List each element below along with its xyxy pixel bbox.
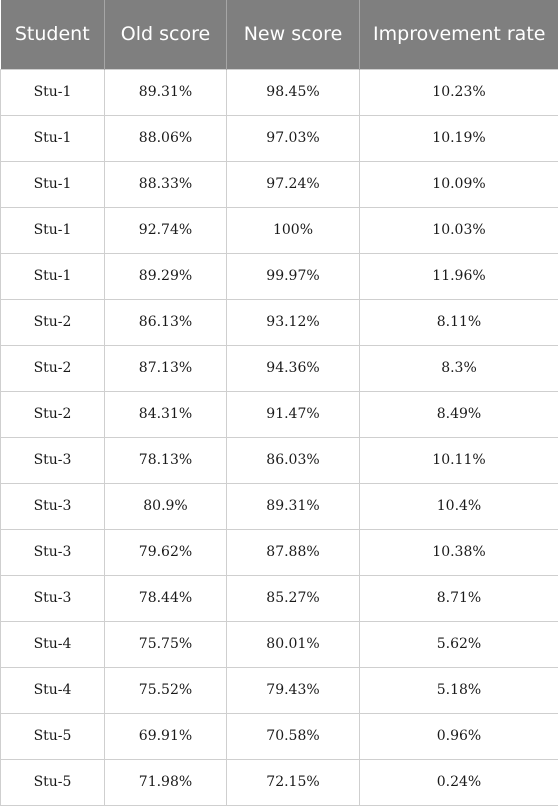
table-row: Stu-1 89.31% 98.45% 10.23% [0,68,558,116]
cell-student: Stu-5 [0,712,105,760]
cell-improvement-rate: 8.3% [359,344,558,392]
cell-old-score: 75.52% [104,666,227,714]
table-row: Stu-1 92.74% 100% 10.03% [0,206,558,254]
cell-old-score: 78.44% [104,574,227,622]
cell-improvement-rate: 10.09% [359,160,558,208]
cell-new-score: 87.88% [226,528,360,576]
cell-old-score: 71.98% [104,758,227,806]
cell-old-score: 88.33% [104,160,227,208]
table-row: Stu-2 84.31% 91.47% 8.49% [0,390,558,438]
table-row: Stu-2 86.13% 93.12% 8.11% [0,298,558,346]
cell-student: Stu-1 [0,160,105,208]
table-row: Stu-1 88.06% 97.03% 10.19% [0,114,558,162]
cell-old-score: 78.13% [104,436,227,484]
cell-improvement-rate: 10.03% [359,206,558,254]
cell-student: Stu-2 [0,390,105,438]
cell-new-score: 98.45% [226,68,360,116]
cell-old-score: 75.75% [104,620,227,668]
cell-improvement-rate: 8.71% [359,574,558,622]
cell-student: Stu-4 [0,666,105,714]
table-row: Stu-4 75.75% 80.01% 5.62% [0,620,558,668]
cell-improvement-rate: 8.11% [359,298,558,346]
table-row: Stu-4 75.52% 79.43% 5.18% [0,666,558,714]
table-row: Stu-1 89.29% 99.97% 11.96% [0,252,558,300]
cell-improvement-rate: 5.62% [359,620,558,668]
cell-improvement-rate: 0.96% [359,712,558,760]
cell-student: Stu-1 [0,114,105,162]
cell-improvement-rate: 10.23% [359,68,558,116]
cell-improvement-rate: 5.18% [359,666,558,714]
cell-old-score: 79.62% [104,528,227,576]
table-row: Stu-5 69.91% 70.58% 0.96% [0,712,558,760]
cell-new-score: 86.03% [226,436,360,484]
table-body: Stu-1 89.31% 98.45% 10.23% Stu-1 88.06% 97.03%… [0,68,558,806]
cell-student: Stu-1 [0,206,105,254]
cell-new-score: 72.15% [226,758,360,806]
cell-student: Stu-1 [0,252,105,300]
cell-old-score: 92.74% [104,206,227,254]
cell-student: Stu-3 [0,574,105,622]
cell-student: Stu-2 [0,344,105,392]
cell-new-score: 79.43% [226,666,360,714]
header-improvement-rate: Improvement rate [359,0,558,69]
cell-improvement-rate: 8.49% [359,390,558,438]
cell-student: Stu-3 [0,482,105,530]
cell-old-score: 87.13% [104,344,227,392]
cell-student: Stu-1 [0,68,105,116]
table-row: Stu-1 88.33% 97.24% 10.09% [0,160,558,208]
cell-improvement-rate: 10.4% [359,482,558,530]
cell-improvement-rate: 0.24% [359,758,558,806]
header-student: Student [0,0,105,69]
cell-old-score: 89.31% [104,68,227,116]
cell-old-score: 69.91% [104,712,227,760]
cell-student: Stu-3 [0,436,105,484]
cell-new-score: 100% [226,206,360,254]
cell-new-score: 80.01% [226,620,360,668]
table-header: Student Old score New score Improvement … [0,0,558,69]
cell-student: Stu-2 [0,298,105,346]
table-row: Stu-5 71.98% 72.15% 0.24% [0,758,558,806]
cell-improvement-rate: 10.19% [359,114,558,162]
header-row: Student Old score New score Improvement … [0,0,558,69]
cell-improvement-rate: 11.96% [359,252,558,300]
table-row: Stu-3 79.62% 87.88% 10.38% [0,528,558,576]
table-row: Stu-3 78.13% 86.03% 10.11% [0,436,558,484]
cell-student: Stu-5 [0,758,105,806]
table-row: Stu-3 80.9% 89.31% 10.4% [0,482,558,530]
cell-new-score: 99.97% [226,252,360,300]
cell-old-score: 86.13% [104,298,227,346]
cell-new-score: 97.03% [226,114,360,162]
cell-old-score: 80.9% [104,482,227,530]
cell-new-score: 91.47% [226,390,360,438]
header-new-score: New score [226,0,360,69]
cell-new-score: 85.27% [226,574,360,622]
header-old-score: Old score [104,0,227,69]
table-row: Stu-2 87.13% 94.36% 8.3% [0,344,558,392]
cell-improvement-rate: 10.38% [359,528,558,576]
cell-improvement-rate: 10.11% [359,436,558,484]
cell-new-score: 97.24% [226,160,360,208]
cell-new-score: 94.36% [226,344,360,392]
cell-new-score: 89.31% [226,482,360,530]
cell-student: Stu-3 [0,528,105,576]
cell-old-score: 84.31% [104,390,227,438]
cell-student: Stu-4 [0,620,105,668]
table-row: Stu-3 78.44% 85.27% 8.71% [0,574,558,622]
cell-new-score: 70.58% [226,712,360,760]
cell-old-score: 88.06% [104,114,227,162]
cell-new-score: 93.12% [226,298,360,346]
cell-old-score: 89.29% [104,252,227,300]
